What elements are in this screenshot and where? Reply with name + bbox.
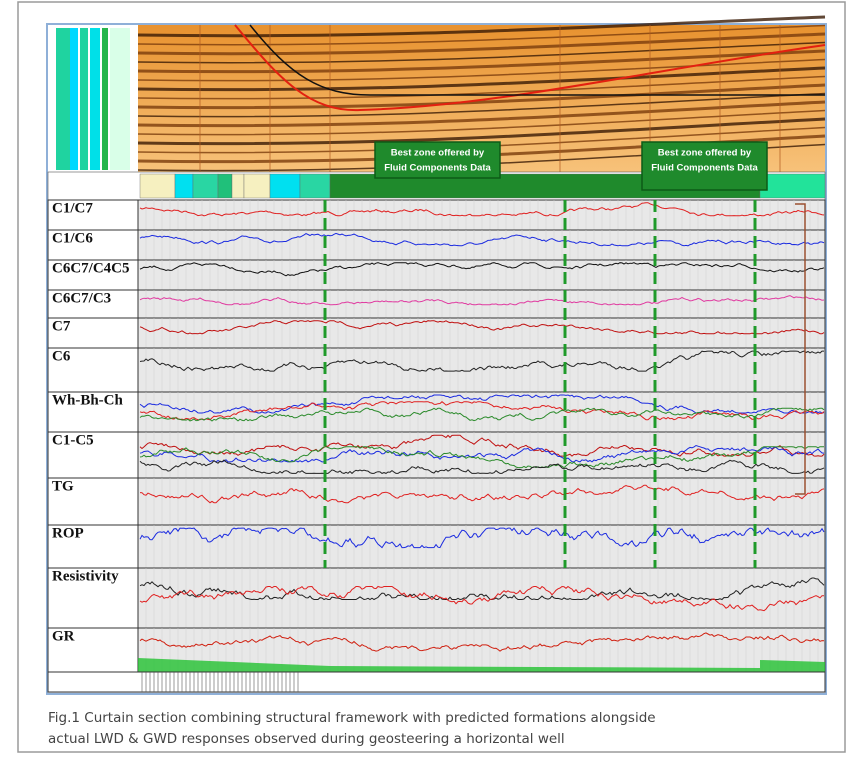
track-label: Resistivity	[52, 568, 119, 584]
legend-stripe	[70, 28, 78, 170]
callout-text: Best zone offered by	[391, 148, 485, 159]
formation	[140, 174, 175, 198]
track-label: TG	[52, 478, 74, 494]
formation	[218, 174, 232, 198]
track-label: ROP	[52, 525, 84, 541]
formation	[300, 174, 330, 198]
track-label: C7	[52, 318, 71, 334]
legend-stripe	[56, 28, 70, 170]
callout-text: Fluid Components Data	[651, 163, 758, 174]
formation	[232, 174, 244, 198]
track-label: C6C7/C3	[52, 290, 111, 306]
track-label: C6C7/C4C5	[52, 260, 130, 276]
formation	[760, 174, 825, 198]
legend-stripe	[102, 28, 108, 170]
formation	[270, 174, 300, 198]
caption-line: actual LWD & GWD responses observed duri…	[48, 731, 565, 747]
figure: C1/C7 C1/C6 C6C7/C4C5 C6C7/C3 C7 C6 Wh-Bh-Ch C1…	[48, 17, 825, 692]
legend-stripe	[80, 28, 88, 170]
track-label: C1/C7	[52, 200, 93, 216]
depth-strip	[48, 672, 825, 692]
track-label: C1-C5	[52, 432, 94, 448]
callout-text: Fluid Components Data	[384, 163, 491, 174]
track-label: GR	[52, 628, 75, 644]
formation	[193, 174, 218, 198]
track-label: Wh-Bh-Ch	[52, 392, 124, 408]
legend-stripe	[110, 28, 130, 170]
caption-line: Fig.1 Curtain section combining structur…	[48, 710, 656, 726]
track-label: C1/C6	[52, 230, 93, 246]
formation	[244, 174, 270, 198]
page: C1/C7 C1/C6 C6C7/C4C5 C6C7/C3 C7 C6 Wh-Bh-Ch C1…	[0, 0, 863, 766]
callout-text: Best zone offered by	[658, 148, 752, 159]
legend-stripe	[90, 28, 100, 170]
formation	[175, 174, 193, 198]
track-label: C6	[52, 348, 71, 364]
